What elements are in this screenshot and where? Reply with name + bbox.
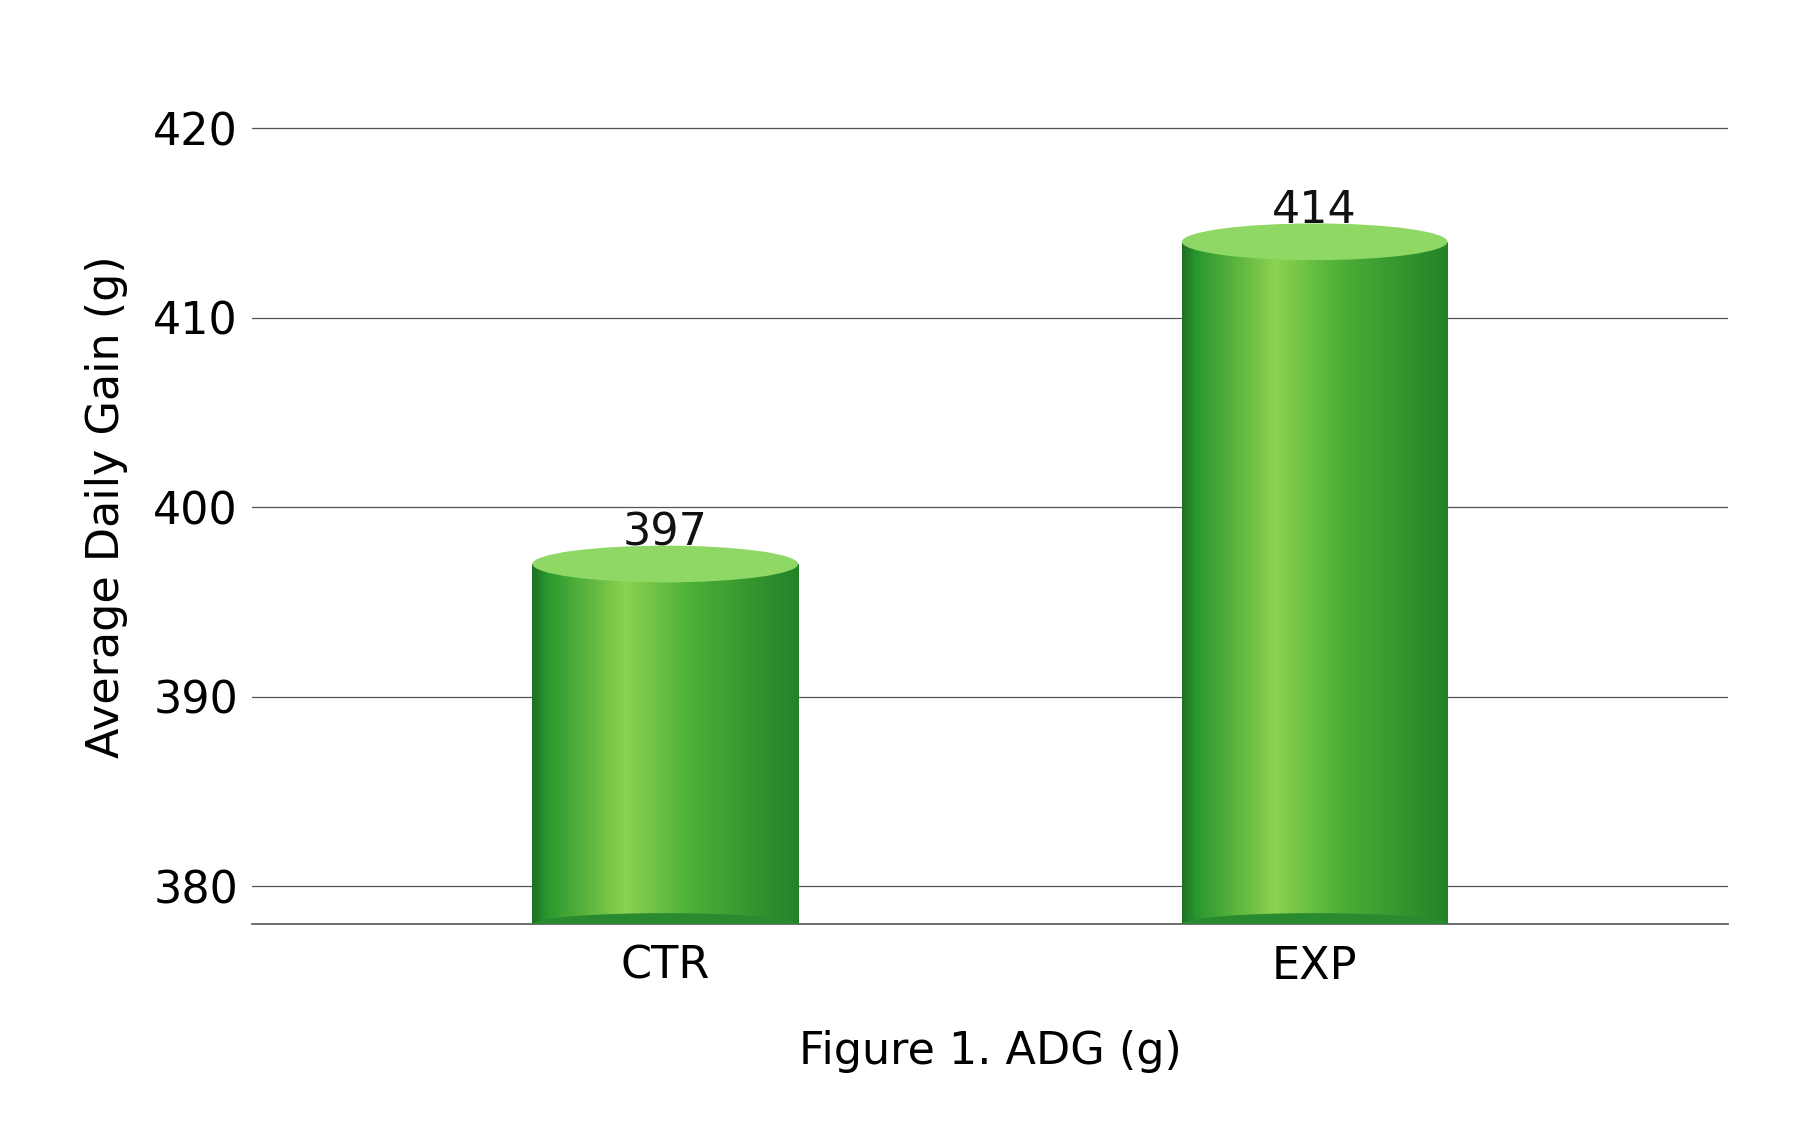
Ellipse shape [533,545,797,583]
Y-axis label: Average Daily Gain (g): Average Daily Gain (g) [85,256,128,758]
Text: 414: 414 [1273,189,1357,232]
Ellipse shape [1183,223,1447,260]
Ellipse shape [1183,913,1447,935]
Text: 397: 397 [623,512,707,554]
X-axis label: Figure 1. ADG (g): Figure 1. ADG (g) [799,1030,1181,1073]
Ellipse shape [533,913,797,935]
